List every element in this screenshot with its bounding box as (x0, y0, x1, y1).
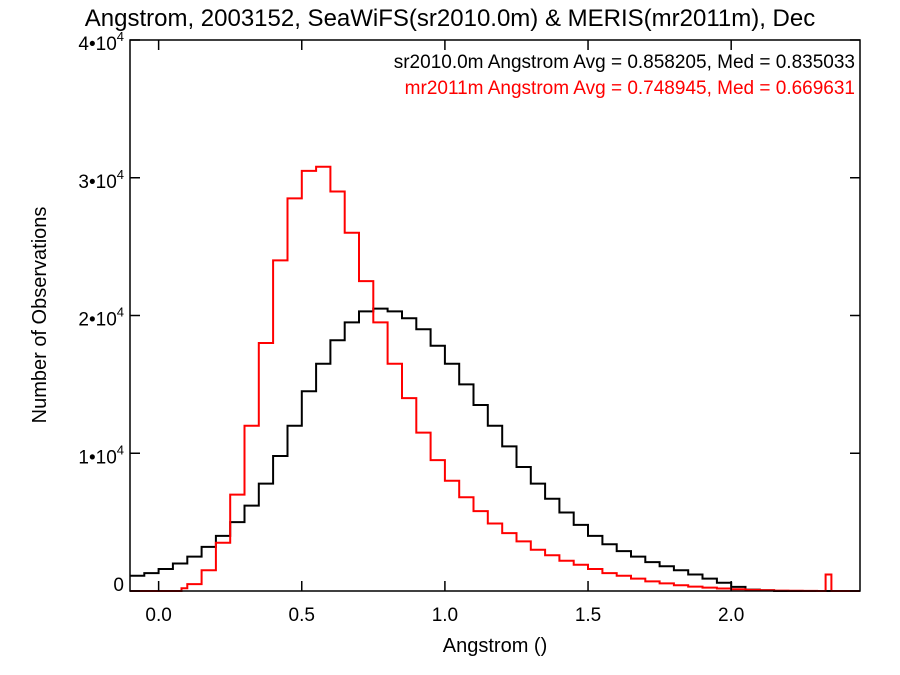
x-tick-label: 2.0 (718, 605, 744, 626)
plot-frame (129, 39, 861, 592)
series-layer (130, 165, 860, 592)
series-line-1 (130, 165, 860, 592)
x-axis: 0.0 0.5 1.0 1.5 2.0 (145, 40, 744, 626)
y-tick-label: 0 (113, 575, 124, 596)
x-tick-label: 0.0 (145, 605, 171, 626)
legend-entry-sr2010: sr2010.0m Angstrom Avg = 0.858205, Med =… (394, 52, 855, 73)
chart-title: Angstrom, 2003152, SeaWiFS(sr2010.0m) & … (85, 5, 815, 32)
y-tick-label: 2•104 (78, 305, 124, 331)
legend-entry-mr2011: mr2011m Angstrom Avg = 0.748945, Med = 0… (405, 78, 855, 99)
x-tick-label: 0.5 (289, 605, 315, 626)
y-axis: 0 1•104 2•104 3•104 4•104 (78, 29, 860, 596)
x-tick-label: 1.5 (575, 605, 601, 626)
y-tick-label: 4•104 (78, 29, 124, 55)
x-axis-label: Angstrom () (443, 635, 547, 657)
y-tick-label: 1•104 (78, 442, 124, 468)
y-tick-label: 3•104 (78, 167, 124, 193)
y-axis-label: Number of Observations (29, 207, 51, 424)
series-line-0 (130, 307, 860, 592)
x-tick-label: 1.0 (432, 605, 458, 626)
